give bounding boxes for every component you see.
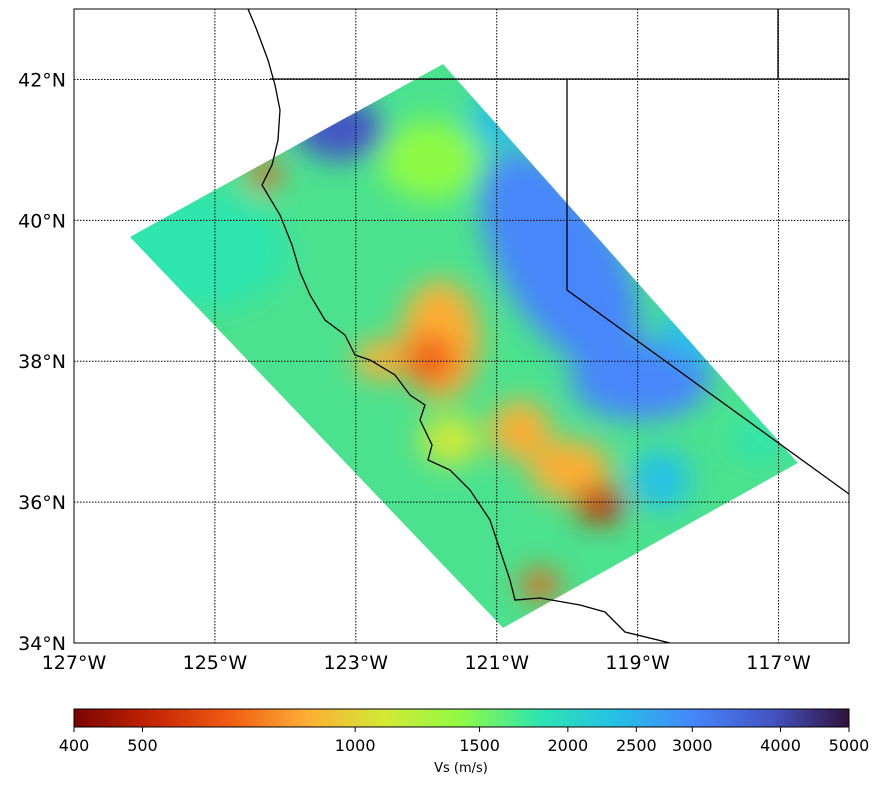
y-tick-label: 38°N — [18, 351, 66, 373]
y-tick-label: 40°N — [18, 210, 66, 232]
y-tick-label: 42°N — [18, 69, 66, 91]
colorbar-tick-label: 5000 — [829, 736, 870, 755]
axis-labels: 127°W 125°W 123°W 121°W 119°W 117°W 34°N 36°N 38… — [18, 69, 811, 674]
colorbar-ticks: 400 500 1000 1500 2000 2500 3000 4000 5000 — [59, 727, 870, 755]
x-tick-label: 119°W — [605, 652, 670, 674]
graticule — [73, 9, 849, 644]
colorbar-tick-label: 1500 — [459, 736, 500, 755]
x-tick-label: 123°W — [324, 652, 389, 674]
colorbar-tick-label: 2500 — [616, 736, 657, 755]
colorbar-tick-label: 1000 — [335, 736, 376, 755]
x-tick-label: 127°W — [42, 652, 107, 674]
map-area — [130, 9, 849, 643]
colorbar-tick-label: 3000 — [672, 736, 713, 755]
colorbar-tick-label: 4000 — [760, 736, 801, 755]
velocity-field — [130, 64, 798, 628]
y-tick-label: 34°N — [18, 633, 66, 655]
colorbar-tick-label: 400 — [59, 736, 90, 755]
y-tick-label: 36°N — [18, 492, 66, 514]
colorbar-tick-label: 2000 — [547, 736, 588, 755]
x-tick-label: 117°W — [746, 652, 811, 674]
colorbar — [73, 708, 850, 728]
x-tick-label: 125°W — [183, 652, 248, 674]
colorbar-label: Vs (m/s) — [434, 761, 488, 776]
x-tick-label: 121°W — [464, 652, 529, 674]
colorbar-tick-label: 500 — [127, 736, 158, 755]
